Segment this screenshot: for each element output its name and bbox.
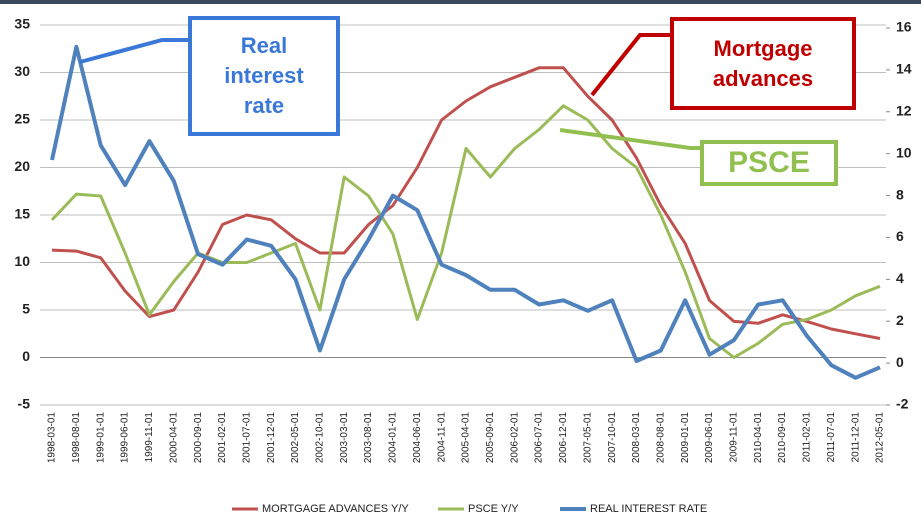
x-tick-label: 2005-09-01 [485, 412, 496, 464]
annotation: PSCE [700, 140, 838, 186]
y2-tick-label: 8 [896, 186, 904, 202]
leader-line [559, 128, 702, 150]
x-tick-label: 1998-03-01 [47, 412, 58, 464]
y2-tick-label: 12 [896, 102, 912, 118]
y-tick-label: 15 [14, 206, 30, 222]
x-tick-label: 2009-01-01 [680, 412, 691, 464]
y2-tick-label: 0 [896, 354, 904, 370]
x-tick-label: 2006-07-01 [534, 412, 545, 464]
x-tick-label: 2000-04-01 [168, 412, 179, 464]
y2-tick-label: 14 [896, 61, 912, 77]
y-tick-label: 10 [14, 253, 30, 269]
y2-tick-label: 4 [896, 270, 904, 286]
leader-line [590, 33, 672, 97]
y-tick-label: 30 [14, 63, 30, 79]
x-tick-label: 2008-08-01 [655, 412, 666, 464]
x-tick-label: 2006-02-01 [509, 412, 520, 464]
x-tick-label: 2000-09-01 [193, 412, 204, 464]
annotation: Real interest rate [188, 16, 340, 136]
y2-tick-label: 16 [896, 19, 912, 35]
x-tick-label: 2010-04-01 [753, 412, 764, 464]
y-tick-label: 20 [14, 158, 30, 174]
x-tick-label: 2008-03-01 [631, 412, 642, 464]
x-tick-label: 2011-12-01 [850, 412, 861, 463]
x-tick-label: 2011-07-01 [826, 412, 837, 463]
x-tick-label: 2004-01-01 [388, 412, 399, 464]
legend-label: REAL INTEREST RATE [590, 503, 707, 515]
x-tick-label: 2003-03-01 [339, 412, 350, 464]
y2-tick-label: 6 [896, 228, 904, 244]
y2-tick-label: 2 [896, 312, 904, 328]
x-tick-label: 1999-01-01 [95, 412, 106, 464]
y-tick-label: 0 [22, 348, 30, 364]
x-tick-label: 2004-06-01 [412, 412, 423, 464]
y2-tick-label: -2 [896, 396, 909, 412]
x-tick-label: 1999-06-01 [120, 412, 131, 464]
x-tick-label: 2001-12-01 [266, 412, 277, 464]
y-tick-label: 5 [22, 301, 30, 317]
x-tick-label: 2011-02-01 [802, 412, 813, 463]
x-tick-label: 2005-04-01 [461, 412, 472, 464]
y-tick-label: 25 [14, 111, 30, 127]
x-tick-label: 1998-08-01 [71, 412, 82, 464]
leader-line [79, 38, 190, 64]
x-tick-label: 2006-12-01 [558, 412, 569, 464]
top-band [0, 0, 921, 4]
x-tick-label: 2007-05-01 [582, 412, 593, 464]
series-line [50, 104, 881, 359]
legend-label: MORTGAGE ADVANCES Y/Y [262, 503, 409, 515]
series-line [51, 66, 881, 340]
x-tick-label: 2010-09-01 [777, 412, 788, 464]
x-tick-label: 2002-10-01 [315, 412, 326, 464]
x-tick-label: 2002-05-01 [290, 412, 301, 464]
x-tick-label: 2004-11-01 [436, 412, 447, 463]
annotation: Mortgage advances [670, 17, 856, 110]
x-tick-label: 2007-10-01 [607, 412, 618, 464]
x-tick-label: 1999-11-01 [144, 412, 155, 463]
x-tick-label: 2001-02-01 [217, 412, 228, 464]
legend-label: PSCE Y/Y [468, 503, 519, 515]
y-tick-label: 35 [14, 16, 30, 32]
x-tick-label: 2001-07-01 [241, 412, 252, 464]
y-tick-label: -5 [18, 396, 31, 412]
x-tick-label: 2012-05-01 [875, 412, 886, 464]
series-line [50, 44, 881, 380]
x-tick-label: 2009-11-01 [729, 412, 740, 463]
x-tick-label: 2003-08-01 [363, 412, 374, 464]
x-tick-label: 2009-06-01 [704, 412, 715, 464]
y2-tick-label: 10 [896, 144, 912, 160]
